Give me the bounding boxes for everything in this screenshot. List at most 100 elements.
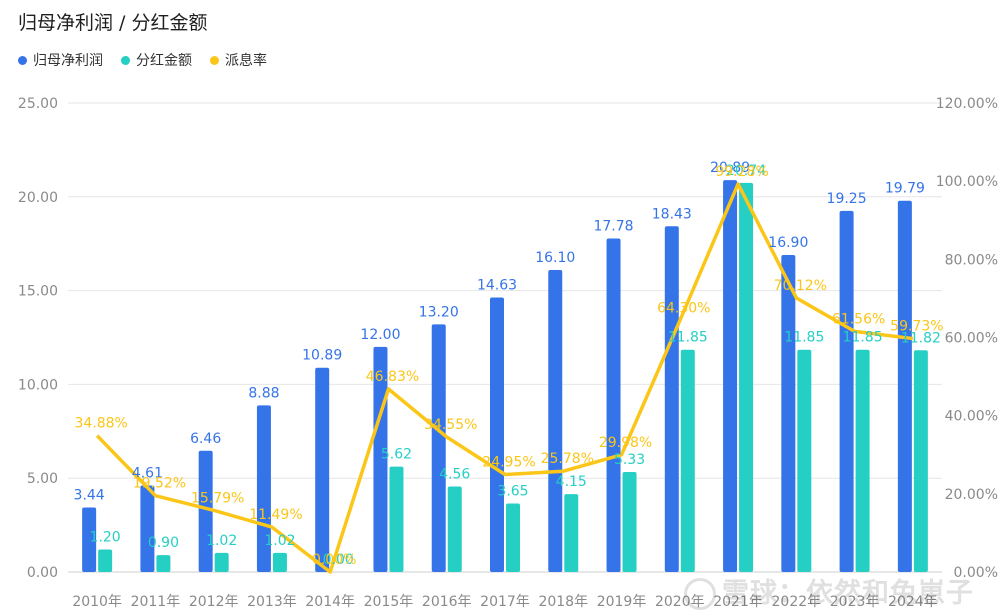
bar-net-profit (256, 405, 271, 572)
data-label-net-profit: 16.90 (768, 235, 808, 251)
y-right-tick-label: 100.00% (936, 174, 998, 190)
bar-net-profit (664, 226, 679, 572)
y-right-tick-label: 40.00% (945, 409, 998, 425)
data-label-payout-ratio: 11.49% (249, 507, 302, 523)
bar-dividend (913, 350, 928, 572)
watermark: 雪球：依然和兔崽子 (684, 571, 974, 610)
data-label-net-profit: 8.88 (248, 385, 279, 401)
data-label-dividend: 11.82 (901, 330, 941, 346)
data-label-net-profit: 17.78 (593, 218, 633, 234)
data-label-dividend: 0.00 (323, 552, 354, 568)
x-tick-label: 2013年 (247, 594, 297, 610)
x-tick-label: 2012年 (189, 594, 239, 610)
y-left-tick-label: 5.00 (27, 471, 58, 487)
x-tick-label: 2023年 (830, 594, 880, 610)
x-tick-label: 2018年 (538, 594, 588, 610)
bar-net-profit (839, 210, 854, 572)
legend-dot-payout-ratio (210, 55, 219, 65)
bar-dividend (447, 486, 462, 572)
payout-ratio-line (95, 182, 914, 574)
data-label-net-profit: 13.20 (419, 304, 459, 320)
y-right-tick-label: 60.00% (945, 331, 998, 347)
data-label-payout-ratio: 99.28% (715, 164, 768, 180)
x-tick-label: 2011年 (131, 594, 181, 610)
chart-title: 归母净利润 / 分红金额 (18, 12, 208, 34)
legend: 归母净利润 分红金额 派息率 (18, 50, 267, 70)
data-label-dividend: 4.56 (439, 466, 470, 482)
data-label-payout-ratio: 29.98% (599, 435, 652, 451)
legend-label-payout-ratio: 派息率 (225, 53, 267, 69)
y-left-tick-label: 10.00 (18, 377, 58, 393)
bar-net-profit (490, 297, 504, 572)
x-tick-label: 2016年 (422, 594, 472, 610)
data-label-net-profit: 12.00 (360, 327, 400, 343)
data-label-dividend: 5.33 (614, 452, 645, 468)
bar-dividend (272, 552, 287, 572)
data-label-payout-ratio: 34.88% (74, 416, 127, 432)
bar-dividend (855, 349, 870, 572)
bar-dividend (98, 549, 113, 572)
data-label-net-profit: 10.89 (302, 348, 342, 364)
data-label-dividend: 1.20 (90, 529, 121, 545)
data-label-dividend: 4.15 (556, 474, 587, 490)
bar-dividend (214, 552, 229, 572)
data-label-net-profit: 4.61 (132, 466, 163, 482)
x-tick-label: 2017年 (480, 594, 530, 610)
y-left-tick-label: 0.00 (27, 565, 58, 581)
data-label-payout-ratio: 25.78% (541, 451, 594, 467)
watermark-text: 雪球：依然和兔崽子 (722, 577, 974, 609)
x-tick-label: 2021年 (713, 594, 763, 610)
y-left-tick-label: 25.00 (18, 96, 58, 112)
data-label-dividend: 0.90 (148, 535, 179, 551)
x-tick-label: 2019年 (597, 594, 647, 610)
data-label-payout-ratio: 70.12% (774, 278, 827, 294)
data-label-dividend: 11.85 (843, 330, 883, 346)
data-label-net-profit: 3.44 (74, 487, 105, 503)
data-label-payout-ratio: 46.83% (366, 369, 419, 385)
bar-net-profit (198, 450, 213, 572)
y-right-tick-label: 0.00% (954, 565, 998, 581)
bar-dividend (680, 349, 695, 572)
x-tick-label: 2010年 (72, 594, 122, 610)
x-tick-label: 2014年 (305, 594, 355, 610)
data-label-payout-ratio: 61.56% (832, 311, 885, 327)
bar-net-profit (431, 324, 446, 572)
legend-label-dividend: 分红金额 (136, 53, 192, 69)
data-label-net-profit: 6.46 (190, 431, 221, 447)
bar-dividend (622, 472, 637, 572)
bar-dividend (389, 466, 404, 572)
legend-item-payout-ratio[interactable]: 派息率 (210, 50, 267, 70)
bar-dividend (156, 555, 171, 572)
data-label-payout-ratio: 24.95% (482, 454, 535, 470)
y-right-tick-label: 80.00% (945, 252, 998, 268)
data-label-dividend: 5.62 (381, 447, 412, 463)
bar-net-profit (781, 254, 796, 572)
data-label-net-profit: 19.79 (885, 181, 925, 197)
data-label-payout-ratio: 0.00% (312, 552, 356, 568)
bar-net-profit (315, 367, 330, 572)
x-tick-label: 2024年 (888, 594, 938, 610)
data-label-dividend: 11.85 (784, 330, 824, 346)
data-label-net-profit: 20.89 (710, 160, 750, 176)
bar-dividend (797, 349, 812, 572)
data-label-dividend: 3.65 (497, 484, 528, 500)
data-label-net-profit: 18.43 (652, 206, 692, 222)
data-label-payout-ratio: 15.79% (191, 490, 244, 506)
legend-item-dividend[interactable]: 分红金额 (121, 50, 192, 70)
bar-net-profit (548, 269, 563, 572)
data-label-payout-ratio: 19.52% (133, 476, 186, 492)
y-right-tick-label: 20.00% (945, 487, 998, 503)
data-label-net-profit: 16.10 (535, 250, 575, 266)
data-label-net-profit: 19.25 (827, 191, 867, 207)
x-tick-label: 2022年 (772, 594, 822, 610)
bar-net-profit (897, 200, 912, 572)
y-left-tick-label: 15.00 (18, 284, 58, 300)
bar-dividend (506, 503, 520, 572)
bar-dividend (739, 182, 754, 572)
legend-item-net-profit[interactable]: 归母净利润 (18, 50, 103, 70)
watermark-logo-icon (684, 578, 716, 610)
data-label-dividend: 1.02 (264, 533, 295, 549)
y-right-tick-label: 120.00% (936, 96, 998, 112)
data-label-dividend: 20.74 (726, 163, 766, 179)
